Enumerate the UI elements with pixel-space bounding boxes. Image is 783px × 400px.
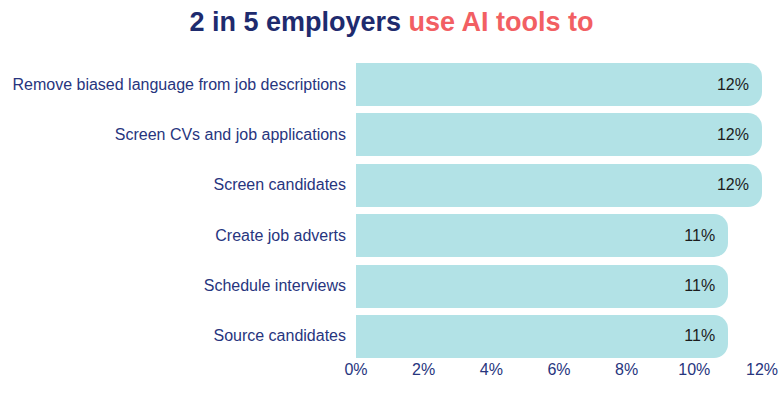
bar: 11% [356,265,728,308]
bar-row: Remove biased language from job descript… [0,63,783,106]
x-axis-tick-label: 10% [678,361,710,379]
category-label: Create job adverts [0,228,356,244]
bar-row: Screen CVs and job applications 12% [0,113,783,156]
category-label: Screen CVs and job applications [0,127,356,143]
bar-row: Source candidates 11% [0,315,783,358]
x-axis-tick-label: 0% [344,361,367,379]
x-axis-tick-label: 4% [480,361,503,379]
bar: 11% [356,315,728,358]
bar-track: 11% [356,214,762,257]
bar-value-label: 12% [717,76,762,94]
chart-title-part2: use AI tools to [401,7,594,37]
category-label: Screen candidates [0,177,356,193]
bar-track: 12% [356,63,762,106]
bar-value-label: 11% [684,327,728,345]
bar-value-label: 11% [684,277,728,295]
x-axis-tick-label: 12% [746,361,778,379]
bar-track: 12% [356,164,762,207]
category-label: Source candidates [0,328,356,344]
bar-track: 11% [356,315,762,358]
bar-track: 11% [356,265,762,308]
bar-track: 12% [356,113,762,156]
bar-row: Screen candidates 12% [0,164,783,207]
bar-row: Create job adverts 11% [0,214,783,257]
bar-row: Schedule interviews 11% [0,265,783,308]
x-axis-tick-label: 8% [615,361,638,379]
bar: 11% [356,214,728,257]
bar-chart: Remove biased language from job descript… [0,63,783,365]
x-axis-tick-label: 6% [547,361,570,379]
bar: 12% [356,164,762,207]
category-label: Remove biased language from job descript… [0,77,356,93]
chart-title-part1: 2 in 5 employers [189,7,401,37]
x-axis-tick-label: 2% [412,361,435,379]
category-label: Schedule interviews [0,278,356,294]
bar: 12% [356,63,762,106]
x-axis: 0%2%4%6%8%10%12% [356,361,762,381]
bar-value-label: 11% [684,227,728,245]
bar-value-label: 12% [717,176,762,194]
bar: 12% [356,113,762,156]
bar-value-label: 12% [717,126,762,144]
chart-title: 2 in 5 employers use AI tools to [0,7,783,38]
